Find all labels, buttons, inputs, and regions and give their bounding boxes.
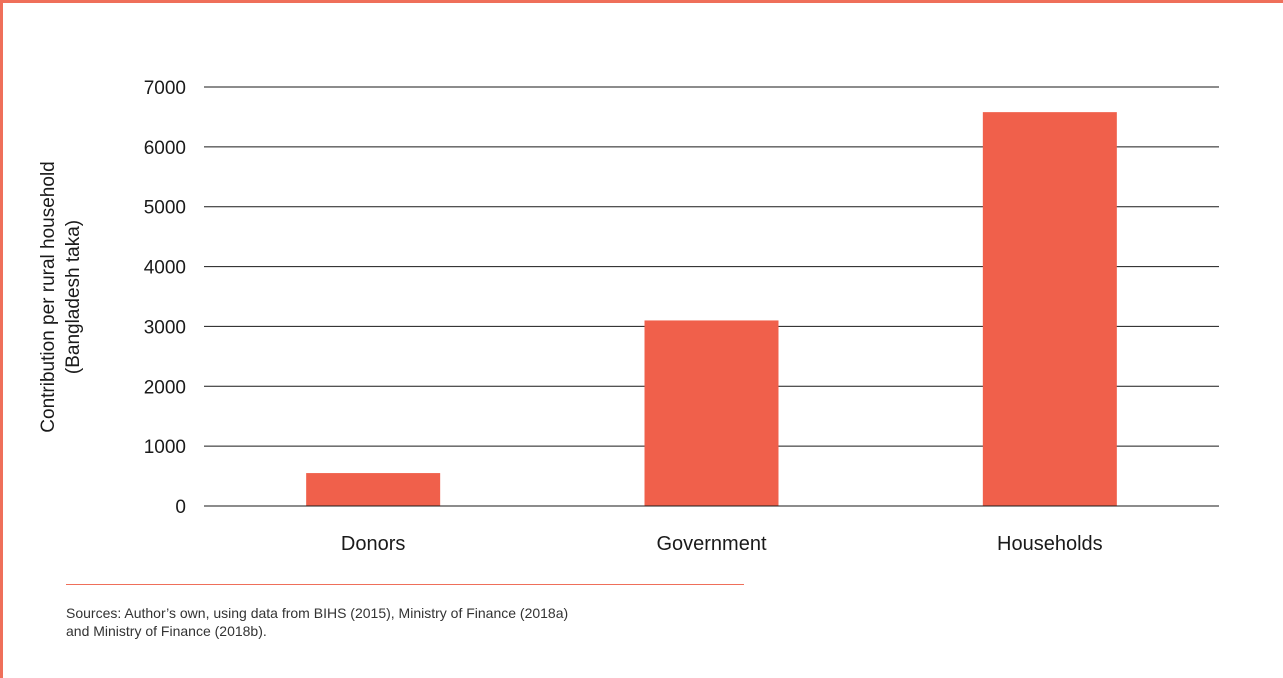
y-axis-label-line-2: (Bangladesh taka): [63, 220, 84, 374]
bar-households: [982, 112, 1117, 506]
y-tick-labels: 0 1000 2000 3000 4000 5000 6000 7000: [144, 78, 186, 518]
source-note: Sources: Author’s own, using data from B…: [66, 604, 766, 640]
y-tick-label-4000: 4000: [144, 258, 186, 279]
y-tick-label-0: 0: [175, 497, 186, 518]
category-label-households: Households: [997, 533, 1103, 555]
y-axis-label-line-1: Contribution per rural household: [38, 161, 59, 432]
y-tick-label-6000: 6000: [144, 138, 186, 159]
y-tick-label-5000: 5000: [144, 198, 186, 219]
y-tick-label-1000: 1000: [144, 437, 186, 458]
category-labels: Donors Government Households: [341, 533, 1103, 555]
category-label-donors: Donors: [341, 533, 405, 555]
bar-government: [644, 320, 779, 506]
y-tick-label-3000: 3000: [144, 317, 186, 338]
source-line-1: Sources: Author’s own, using data from B…: [66, 605, 569, 621]
y-tick-label-2000: 2000: [144, 377, 186, 398]
bar-chart: 0 1000 2000 3000 4000 5000 6000 7000 Donors Gove…: [38, 78, 1219, 555]
y-tick-label-7000: 7000: [144, 78, 186, 99]
source-line-2: and Ministry of Finance (2018b).: [66, 623, 267, 639]
category-label-government: Government: [656, 533, 766, 555]
bars: [204, 112, 1219, 507]
source-divider: [66, 584, 744, 585]
bar-donors: [306, 473, 441, 506]
